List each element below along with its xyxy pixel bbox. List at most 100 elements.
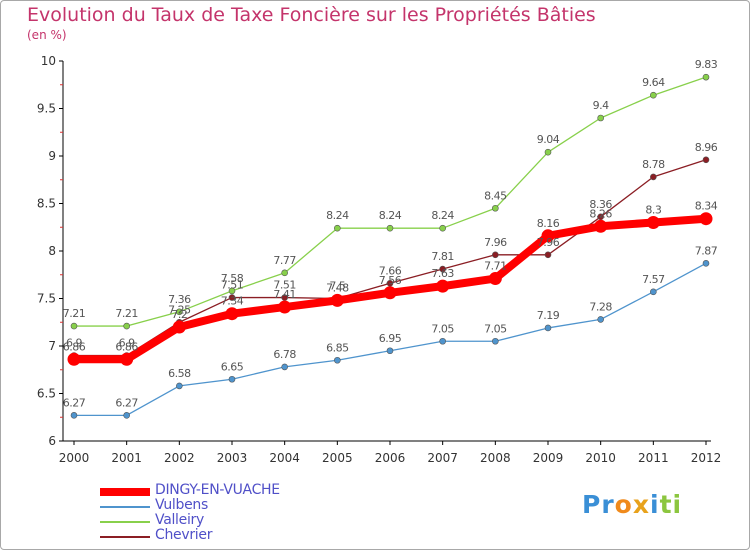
data-point-dingy-en-vuache xyxy=(330,293,344,307)
data-label-dingy-en-vuache: 7.63 xyxy=(431,267,454,280)
data-label-vulbens: 6.27 xyxy=(63,396,86,409)
data-point-valleiry xyxy=(228,287,236,295)
data-label-chevrier: 8.36 xyxy=(589,198,612,211)
data-label-valleiry: 9.83 xyxy=(695,58,718,71)
x-tick-label: 2008 xyxy=(480,451,511,465)
data-label-vulbens: 7.19 xyxy=(537,309,560,322)
logo-letter: x xyxy=(632,490,650,519)
data-point-vulbens xyxy=(281,363,288,371)
data-label-valleiry: 7.21 xyxy=(115,307,138,320)
x-tick-label: 2003 xyxy=(217,451,248,465)
data-point-dingy-en-vuache xyxy=(225,307,239,321)
data-point-dingy-en-vuache xyxy=(172,320,186,334)
data-label-chevrier: 6.9 xyxy=(66,337,82,350)
series-line-chevrier xyxy=(73,159,707,357)
data-point-valleiry xyxy=(334,224,341,232)
data-label-dingy-en-vuache: 6.86 xyxy=(63,340,86,353)
data-point-vulbens xyxy=(334,356,341,364)
data-point-vulbens xyxy=(439,337,446,345)
data-label-chevrier: 7.66 xyxy=(379,264,402,277)
data-point-vulbens xyxy=(702,260,710,267)
data-label-dingy-en-vuache: 7.71 xyxy=(484,260,507,273)
legend-label: Vulbens xyxy=(155,497,208,513)
data-label-valleiry: 8.45 xyxy=(484,189,507,202)
chart-subtitle: (en %) xyxy=(27,28,67,42)
x-tick-label: 2005 xyxy=(322,451,353,465)
y-tick-label: 9.5 xyxy=(37,102,56,116)
data-label-valleiry: 7.58 xyxy=(221,272,244,285)
data-point-vulbens xyxy=(123,412,130,419)
data-label-valleiry: 8.24 xyxy=(379,209,402,222)
data-point-dingy-en-vuache xyxy=(67,352,81,366)
chart-series-lines xyxy=(70,76,710,417)
data-label-dingy-en-vuache: 8.16 xyxy=(537,217,560,230)
data-point-vulbens xyxy=(650,288,657,296)
data-point-vulbens xyxy=(544,324,552,332)
data-label-dingy-en-vuache: 7.34 xyxy=(221,295,244,308)
data-point-dingy-en-vuache xyxy=(646,216,660,229)
data-label-chevrier: 6.9 xyxy=(119,337,135,350)
y-tick-label: 6.5 xyxy=(37,387,56,401)
data-label-chevrier: 8.96 xyxy=(695,141,718,154)
legend-swatch xyxy=(100,505,150,508)
x-tick-label: 2010 xyxy=(585,451,616,465)
data-label-chevrier: 7.25 xyxy=(168,303,191,316)
data-label-vulbens: 7.05 xyxy=(484,322,507,335)
chart-data-labels: 6.86 6.86 7.2 7.34 7.41 7.48 7.56 7.63 7.71 8.16 8… xyxy=(63,58,718,409)
x-tick-label: 2006 xyxy=(375,451,406,465)
logo-letter: i xyxy=(650,490,660,519)
x-tick-label: 2007 xyxy=(427,451,458,465)
y-tick-label: 6 xyxy=(48,434,56,448)
data-label-chevrier: 7.81 xyxy=(431,250,454,263)
data-point-valleiry xyxy=(70,322,78,330)
chart-title: Evolution du Taux de Taxe Foncière sur l… xyxy=(27,4,596,26)
data-point-vulbens xyxy=(228,375,236,383)
x-tick-label: 2012 xyxy=(691,451,722,465)
data-point-valleiry xyxy=(123,322,130,330)
legend-label: Valleiry xyxy=(155,512,204,528)
data-point-valleiry xyxy=(281,269,288,277)
data-label-valleiry: 7.77 xyxy=(273,254,296,267)
data-label-valleiry: 9.4 xyxy=(593,99,609,112)
data-label-dingy-en-vuache: 8.34 xyxy=(695,200,718,213)
data-label-vulbens: 6.95 xyxy=(379,332,402,345)
data-point-dingy-en-vuache xyxy=(541,229,555,243)
logo-letter: P xyxy=(582,490,602,519)
data-point-chevrier xyxy=(439,265,446,273)
data-point-vulbens xyxy=(386,347,394,355)
legend-label: DINGY-EN-VUACHE xyxy=(155,482,280,498)
x-tick-label: 2002 xyxy=(164,451,195,465)
data-point-vulbens xyxy=(70,412,78,419)
data-label-vulbens: 7.28 xyxy=(589,300,612,313)
data-label-valleiry: 7.36 xyxy=(168,293,191,306)
data-label-vulbens: 6.65 xyxy=(221,360,244,373)
data-point-chevrier xyxy=(702,156,710,164)
data-point-valleiry xyxy=(439,224,446,232)
data-label-chevrier: 7.96 xyxy=(537,236,560,249)
logo-letter: i xyxy=(672,490,683,519)
data-point-valleiry xyxy=(492,204,499,212)
legend-swatch xyxy=(100,535,150,538)
x-tick-label: 2004 xyxy=(269,451,300,465)
x-tick-label: 2001 xyxy=(111,451,142,465)
data-label-vulbens: 6.78 xyxy=(273,348,296,361)
x-tick-label: 2011 xyxy=(638,451,669,465)
data-label-chevrier: 7.96 xyxy=(484,236,507,249)
data-point-dingy-en-vuache xyxy=(278,300,292,314)
data-point-vulbens xyxy=(176,382,183,390)
data-point-valleiry xyxy=(650,91,657,99)
data-point-chevrier xyxy=(228,294,236,301)
data-point-dingy-en-vuache xyxy=(488,272,502,286)
data-point-chevrier xyxy=(544,251,552,259)
data-label-dingy-en-vuache: 7.56 xyxy=(379,274,402,287)
y-tick-label: 7.5 xyxy=(37,292,56,306)
data-label-vulbens: 7.05 xyxy=(431,322,454,335)
x-tick-label: 2009 xyxy=(533,451,564,465)
chart-data-points xyxy=(67,73,713,419)
data-label-dingy-en-vuache: 7.2 xyxy=(171,308,187,321)
data-label-vulbens: 7.87 xyxy=(695,244,718,257)
data-label-dingy-en-vuache: 8.3 xyxy=(645,204,661,217)
